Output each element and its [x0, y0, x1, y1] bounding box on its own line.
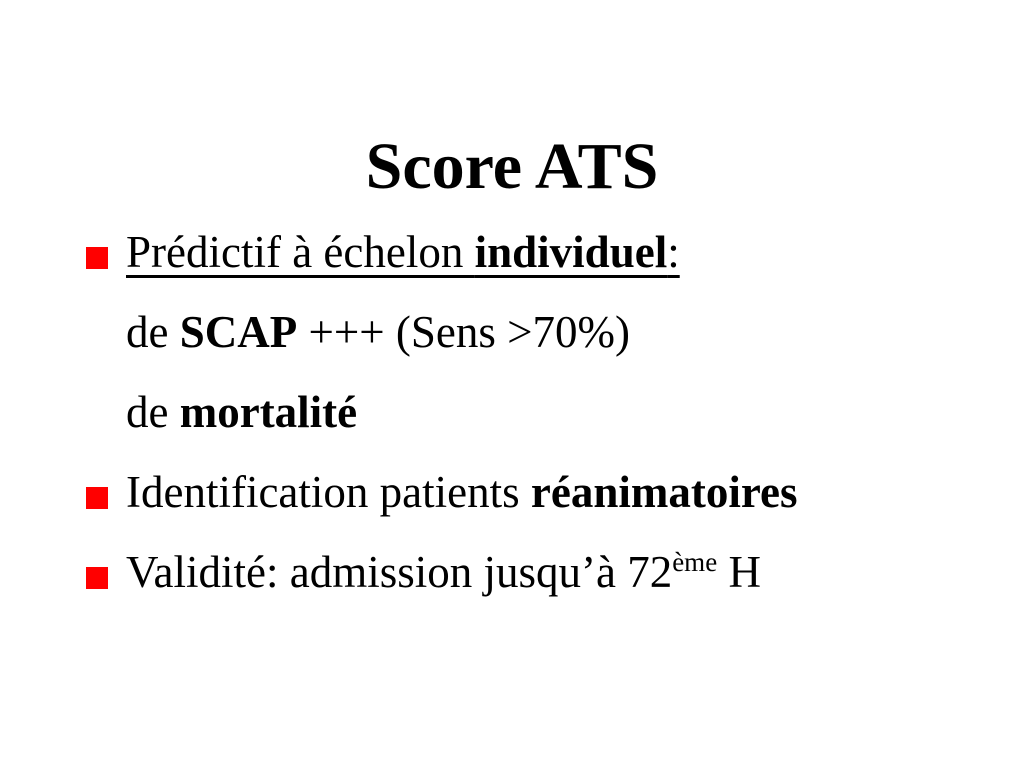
- list-item: de mortalité: [86, 390, 1004, 470]
- text-segment: Prédictif à échelon: [126, 227, 475, 277]
- bullet-text: Identification patients réanimatoires: [126, 470, 797, 515]
- text-segment: SCAP: [179, 307, 298, 357]
- text-segment: mortalité: [179, 387, 358, 437]
- text-segment: Identification patients: [126, 467, 531, 517]
- list-item: Prédictif à échelon individuel:: [86, 230, 1004, 310]
- text-segment: de: [126, 307, 180, 357]
- text-segment: H: [717, 547, 761, 597]
- list-item: Identification patients réanimatoires: [86, 470, 1004, 550]
- text-segment: réanimatoires: [530, 467, 798, 517]
- text-segment: Validité: admission jusqu’à 72: [126, 547, 673, 597]
- bullet-square-icon: [86, 487, 108, 509]
- bullet-square-icon: [86, 567, 108, 589]
- bullet-text: Prédictif à échelon individuel:: [126, 230, 680, 275]
- bullet-text: Validité: admission jusqu’à 72ème H: [126, 547, 761, 597]
- text-segment: :: [667, 227, 680, 277]
- bullet-text: de mortalité: [126, 390, 357, 435]
- bullet-square-icon: [86, 247, 108, 269]
- superscript-segment: ème: [672, 547, 718, 577]
- text-segment: +++ (Sens >70%): [297, 307, 630, 357]
- list-item: de SCAP +++ (Sens >70%): [86, 310, 1004, 390]
- bullet-text: de SCAP +++ (Sens >70%): [126, 310, 630, 355]
- list-item: Validité: admission jusqu’à 72ème H: [86, 547, 1004, 630]
- bullet-list: Prédictif à échelon individuel: de SCAP +…: [86, 230, 1004, 630]
- text-segment: individuel: [474, 227, 668, 277]
- text-segment: de: [126, 387, 180, 437]
- slide-title: Score ATS: [365, 130, 659, 204]
